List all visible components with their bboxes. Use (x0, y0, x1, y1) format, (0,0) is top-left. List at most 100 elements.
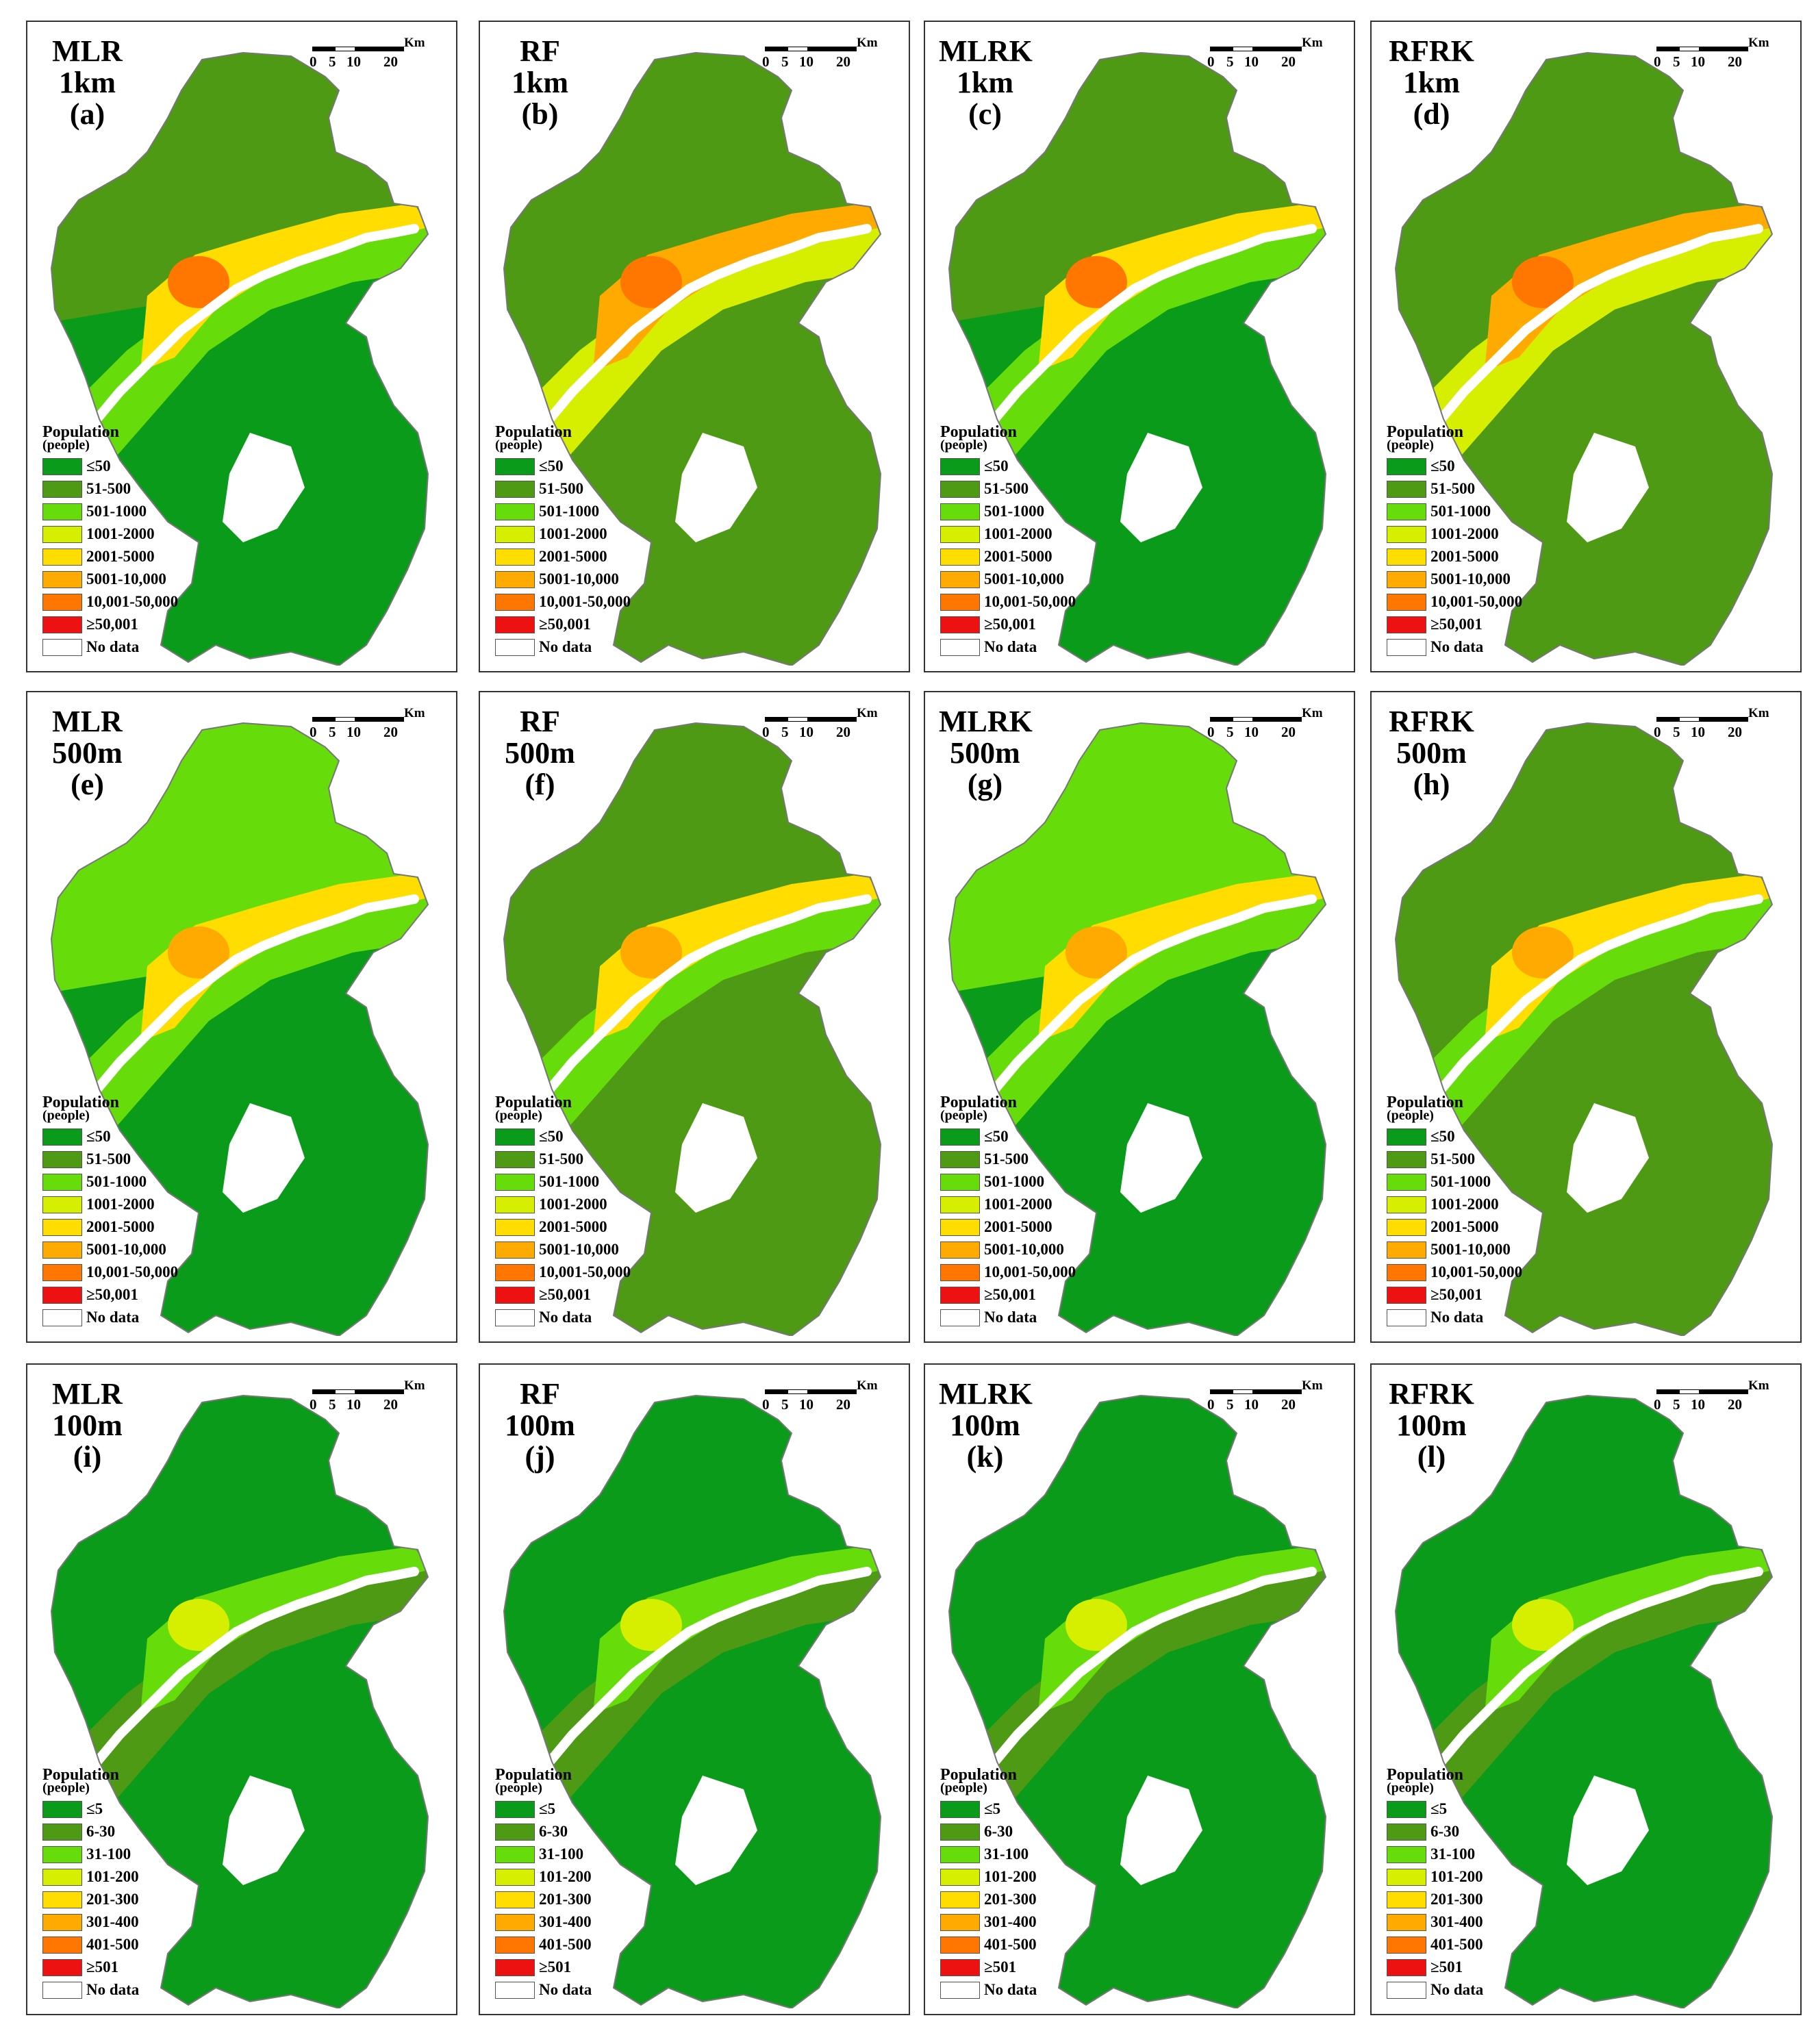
legend-label: No data (984, 1981, 1037, 1998)
resolution-label: 100m (1396, 1409, 1467, 1442)
legend-item: 301-400 (1387, 1911, 1592, 1934)
legend-swatch (940, 1801, 980, 1818)
legend-label: 501-1000 (984, 1173, 1045, 1190)
scale-unit: Km (857, 1378, 878, 1393)
region-boundary (50, 722, 429, 1336)
scale-tick: 0 (310, 724, 317, 740)
legend-label: ≤50 (984, 1128, 1009, 1145)
method-label: MLR (52, 1377, 123, 1411)
map-legend: Population (people) ≤5 6-30 31-100 101-200 201… (940, 1766, 1146, 2002)
urban-core (168, 926, 229, 979)
urban-core (1065, 256, 1127, 308)
urban-core (620, 926, 682, 979)
legend-label: ≥501 (539, 1958, 572, 1976)
legend-item: No data (940, 636, 1146, 659)
legend-label: 1001-2000 (984, 1196, 1052, 1213)
panel-letter: (j) (525, 1440, 555, 1474)
no-data-area (675, 433, 757, 542)
scale-bar-segment (788, 47, 807, 51)
legend-swatch (940, 1219, 980, 1236)
urban-fringe (72, 891, 428, 1131)
scale-unit: Km (404, 1378, 425, 1393)
legend-swatch (1387, 548, 1426, 566)
legend-item: 10,001-50,000 (940, 591, 1146, 614)
legend-item: ≤5 (495, 1798, 701, 1821)
legend-label: ≥501 (984, 1958, 1017, 1976)
scale-tick: 0 (762, 1396, 770, 1413)
legend-swatch (940, 1151, 980, 1168)
map-panel: MLRK 100m (k) Km 0 5 10 20 Population (people) ≤5 6… (924, 1363, 1355, 2015)
legend-label: ≥501 (1430, 1958, 1463, 1976)
legend-swatch (42, 1801, 82, 1818)
scale-bar-line (765, 47, 857, 51)
river (979, 224, 1317, 438)
scale-tick: 10 (1691, 1396, 1705, 1413)
legend-item: ≥50,001 (42, 1284, 248, 1307)
legend-item: ≥50,001 (42, 614, 248, 636)
scale-bar-segment (1680, 47, 1699, 51)
no-data-area (1120, 1776, 1202, 1885)
scale-tick: 10 (346, 1396, 361, 1413)
legend-label: 1001-2000 (984, 525, 1052, 542)
legend-item: 1001-2000 (940, 1194, 1146, 1216)
legend-swatch (940, 1936, 980, 1954)
legend-label: ≤5 (539, 1800, 556, 1817)
legend-item: No data (1387, 1979, 1592, 2002)
scale-bar-segment (1680, 718, 1699, 721)
scale-tick: 10 (799, 1396, 814, 1413)
legend-title: Population (940, 1766, 1018, 1784)
legend-swatch (940, 548, 980, 566)
legend-label: 2001-5000 (1430, 548, 1499, 565)
legend-title: Population (1387, 1094, 1464, 1111)
legend-item: 1001-2000 (42, 523, 248, 546)
legend-item: 51-500 (495, 478, 701, 501)
no-data-area (1120, 433, 1202, 542)
legend-label: ≥501 (86, 1958, 119, 1976)
legend-label: 6-30 (984, 1823, 1013, 1840)
scale-tick: 20 (1728, 53, 1742, 70)
legend-label: 5001-10,000 (1430, 1241, 1511, 1258)
legend-swatch (495, 1287, 535, 1304)
scale-bar-line (1210, 717, 1302, 722)
legend-label: ≥50,001 (1430, 616, 1483, 633)
legend-label: 501-1000 (1430, 503, 1491, 520)
no-data-area (223, 1103, 305, 1213)
legend-swatch (495, 548, 535, 566)
population-map (1394, 51, 1774, 666)
legend-label: 401-500 (1430, 1936, 1483, 1953)
legend-item: 31-100 (495, 1843, 701, 1866)
method-label: MLRK (939, 34, 1033, 68)
legend-swatch (1387, 639, 1426, 656)
population-map (948, 51, 1327, 666)
scale-bar-line (765, 717, 857, 722)
legend-swatch (1387, 1309, 1426, 1326)
legend-swatch (940, 458, 980, 475)
legend-label: 101-200 (984, 1868, 1037, 1885)
legend-swatch (1387, 1151, 1426, 1168)
legend-item: 401-500 (1387, 1934, 1592, 1956)
legend-label: ≤5 (1430, 1800, 1448, 1817)
legend-label: 5001-10,000 (984, 570, 1064, 588)
legend-label: 51-500 (539, 480, 584, 497)
legend-swatch (940, 1196, 980, 1213)
legend-label: 401-500 (984, 1936, 1037, 1953)
panel-letter: (b) (521, 97, 559, 131)
legend-swatch (1387, 1936, 1426, 1954)
panel-title: RFRK 500m (h) (1385, 706, 1478, 800)
scale-tick: 0 (1654, 53, 1661, 70)
region-boundary (1394, 51, 1774, 666)
scale-unit: Km (1302, 706, 1323, 720)
region-boundary (503, 722, 882, 1336)
no-data-area (675, 1103, 757, 1213)
legend-label: 10,001-50,000 (1430, 593, 1523, 610)
legend-swatch (940, 1869, 980, 1886)
legend-item: 301-400 (495, 1911, 701, 1934)
legend-label: 51-500 (1430, 480, 1476, 497)
panel-letter: (i) (73, 1440, 102, 1474)
legend-item: 101-200 (940, 1866, 1146, 1889)
legend-unit: (people) (940, 1108, 987, 1123)
legend-swatch (940, 616, 980, 633)
legend-item: 10,001-50,000 (495, 591, 701, 614)
scale-tick: 5 (1226, 53, 1234, 70)
legend-label: 201-300 (539, 1891, 592, 1908)
